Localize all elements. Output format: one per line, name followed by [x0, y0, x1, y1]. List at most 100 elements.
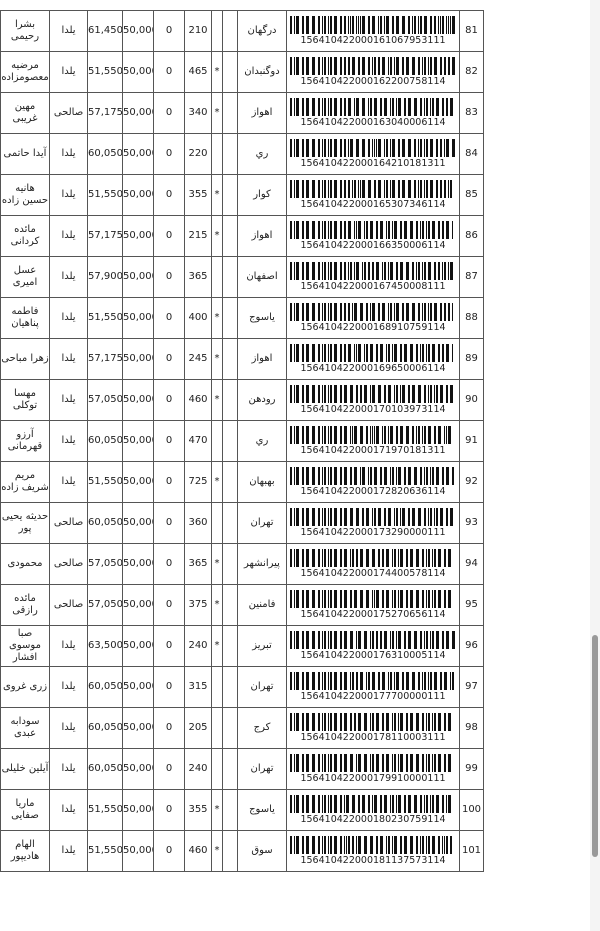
barcode-image — [290, 261, 453, 280]
barcode-cell: 156410422000163040006114 — [286, 92, 460, 134]
barcode-image — [290, 835, 452, 854]
table-row: مائده رازقی صالحی 57,050 50,000 0 375 * … — [0, 584, 484, 626]
destination-city: تهران — [237, 748, 287, 790]
barcode-number: 156410422000177700000111 — [300, 690, 446, 702]
row-number: 81 — [459, 10, 484, 52]
destination-city: کوار — [237, 174, 287, 216]
barcode-number: 156410422000171970181311 — [300, 444, 446, 456]
row-number: 99 — [459, 748, 484, 790]
sender-name: صالحی — [49, 92, 88, 134]
base-amount: 50,000 — [122, 830, 154, 872]
barcode-number: 156410422000172820636114 — [300, 485, 446, 497]
extra-amount: 0 — [153, 789, 185, 831]
extra-amount: 0 — [153, 51, 185, 93]
barcode-image — [290, 507, 453, 526]
total-amount: 61,450 — [87, 10, 123, 52]
destination-city: یاسوج — [237, 789, 287, 831]
flag-mark: * — [211, 584, 223, 626]
weight: 205 — [184, 707, 212, 749]
barcode-image — [290, 138, 455, 157]
destination-city: درگهان — [237, 10, 287, 52]
barcode-cell: 156410422000176310005114 — [286, 625, 460, 667]
destination-city: یاسوج — [237, 297, 287, 339]
barcode-number: 156410422000176310005114 — [300, 649, 446, 661]
barcode-image — [290, 302, 453, 321]
table-row: فاطمه پناهیان یلدا 51,550 50,000 0 400 *… — [0, 297, 484, 339]
extra-amount: 0 — [153, 543, 185, 585]
barcode-image — [290, 425, 451, 444]
barcode-image — [290, 343, 453, 362]
flag-mark — [211, 748, 223, 790]
shipment-table-container: بشرا رحیمی یلدا 61,450 50,000 0 210 درگه… — [0, 10, 484, 872]
destination-city: اهواز — [237, 215, 287, 257]
total-amount: 51,550 — [87, 51, 123, 93]
base-amount: 50,000 — [122, 379, 154, 421]
total-amount: 57,175 — [87, 92, 123, 134]
sender-name: یلدا — [49, 256, 88, 298]
flag-mark — [211, 256, 223, 298]
weight: 240 — [184, 748, 212, 790]
weight: 245 — [184, 338, 212, 380]
barcode-cell: 156410422000167450008111 — [286, 256, 460, 298]
barcode-cell: 156410422000174400578114 — [286, 543, 460, 585]
total-amount: 60,050 — [87, 707, 123, 749]
row-number: 87 — [459, 256, 484, 298]
row-number: 82 — [459, 51, 484, 93]
total-amount: 51,550 — [87, 297, 123, 339]
flag-mark: * — [211, 51, 223, 93]
flag-mark: * — [211, 625, 223, 667]
empty-cell — [222, 297, 238, 339]
weight: 210 — [184, 10, 212, 52]
extra-amount: 0 — [153, 830, 185, 872]
barcode-cell: 156410422000161067953111 — [286, 10, 460, 52]
extra-amount: 0 — [153, 133, 185, 175]
table-row: آیدا حاتمی یلدا 60,050 50,000 0 220 ري 1… — [0, 133, 484, 175]
row-number: 96 — [459, 625, 484, 667]
row-number: 98 — [459, 707, 484, 749]
weight: 240 — [184, 625, 212, 667]
total-amount: 57,050 — [87, 379, 123, 421]
weight: 725 — [184, 461, 212, 503]
barcode-image — [290, 630, 455, 649]
barcode-cell: 156410422000171970181311 — [286, 420, 460, 462]
destination-city: رودهن — [237, 379, 287, 421]
barcode-number: 156410422000169650006114 — [300, 362, 446, 374]
row-number: 84 — [459, 133, 484, 175]
table-row: مهسا توکلی یلدا 57,050 50,000 0 460 * رو… — [0, 379, 484, 421]
base-amount: 50,000 — [122, 256, 154, 298]
destination-city: فامنین — [237, 584, 287, 626]
row-number: 89 — [459, 338, 484, 380]
row-number: 93 — [459, 502, 484, 544]
barcode-number: 156410422000165307346114 — [300, 198, 446, 210]
barcode-number: 156410422000178110003111 — [300, 731, 446, 743]
weight: 340 — [184, 92, 212, 134]
barcode-number: 156410422000181137573114 — [300, 854, 446, 866]
total-amount: 63,500 — [87, 625, 123, 667]
barcode-cell: 156410422000165307346114 — [286, 174, 460, 216]
recipient-name: بشرا رحیمی — [0, 10, 50, 52]
barcode-number: 156410422000166350006114 — [300, 239, 446, 251]
base-amount: 50,000 — [122, 174, 154, 216]
table-row: مهین غریبی صالحی 57,175 50,000 0 340 * ا… — [0, 92, 484, 134]
recipient-name: مائده رازقی — [0, 584, 50, 626]
barcode-cell: 156410422000164210181311 — [286, 133, 460, 175]
destination-city: تهران — [237, 666, 287, 708]
table-row: صبا موسوی افشار یلدا 63,500 50,000 0 240… — [0, 625, 484, 667]
recipient-name: زری غروی — [0, 666, 50, 708]
vertical-scrollbar[interactable] — [590, 0, 600, 931]
recipient-name: مریم شریف زاده — [0, 461, 50, 503]
flag-mark: * — [211, 92, 223, 134]
destination-city: اصفهان — [237, 256, 287, 298]
barcode-cell: 156410422000178110003111 — [286, 707, 460, 749]
empty-cell — [222, 707, 238, 749]
recipient-name: عسل امیری — [0, 256, 50, 298]
table-row: الهام هادیپور یلدا 51,550 50,000 0 460 *… — [0, 830, 484, 872]
base-amount: 50,000 — [122, 748, 154, 790]
total-amount: 60,050 — [87, 420, 123, 462]
row-number: 91 — [459, 420, 484, 462]
weight: 465 — [184, 51, 212, 93]
scrollbar-thumb[interactable] — [592, 635, 598, 857]
sender-name: صالحی — [49, 584, 88, 626]
recipient-name: سودابه عبدی — [0, 707, 50, 749]
flag-mark — [211, 420, 223, 462]
